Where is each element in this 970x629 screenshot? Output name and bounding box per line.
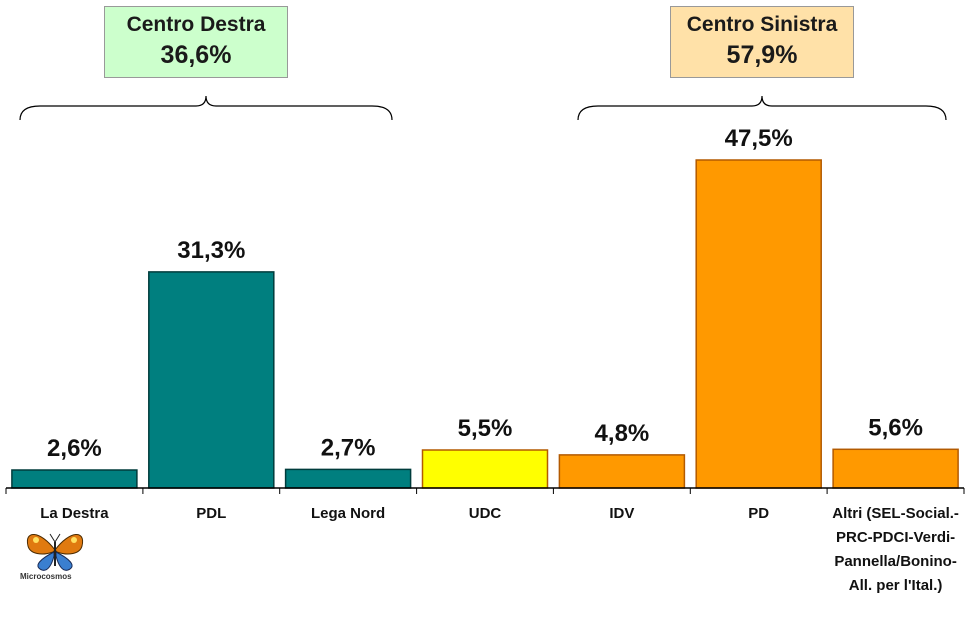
category-label-4: IDV <box>609 505 634 522</box>
category-label-6: Altri (SEL-Social.-PRC-PDCI-Verdi-Pannel… <box>832 505 959 594</box>
category-label-1: PDL <box>196 505 226 522</box>
bar-4 <box>558 454 686 489</box>
microcosmos-logo: Microcosmos <box>20 528 90 584</box>
centro-sinistra-name: Centro Sinistra <box>686 13 838 36</box>
category-label-0: La Destra <box>40 505 109 522</box>
centro-sinistra-box: Centro Sinistra 57,9% <box>670 6 854 78</box>
bar-3 <box>421 449 549 489</box>
category-label-3: UDC <box>469 505 502 522</box>
centro-sinistra-percent: 57,9% <box>726 41 798 69</box>
centro-destra-name: Centro Destra <box>126 13 266 36</box>
value-label-1: 31,3% <box>177 237 245 264</box>
value-label-5: 47,5% <box>725 125 793 152</box>
bar-0 <box>11 469 138 489</box>
value-label-2: 2,7% <box>321 434 376 461</box>
bar-1 <box>148 271 275 489</box>
value-label-3: 5,5% <box>458 415 513 442</box>
bar-2 <box>284 468 412 489</box>
centro-sinistra-brace <box>577 95 947 121</box>
bar-5 <box>695 159 822 489</box>
value-label-6: 5,6% <box>868 414 923 441</box>
category-label-5: PD <box>748 505 769 522</box>
value-label-4: 4,8% <box>595 420 650 447</box>
centro-destra-brace <box>19 95 393 121</box>
group-braces <box>19 95 947 121</box>
butterfly-icon <box>26 533 84 571</box>
value-label-0: 2,6% <box>47 435 102 462</box>
centro-destra-percent: 36,6% <box>160 41 232 69</box>
logo-text: Microcosmos <box>20 572 72 581</box>
category-label-2: Lega Nord <box>311 505 385 522</box>
bar-6 <box>832 448 959 489</box>
centro-destra-box: Centro Destra 36,6% <box>104 6 288 78</box>
